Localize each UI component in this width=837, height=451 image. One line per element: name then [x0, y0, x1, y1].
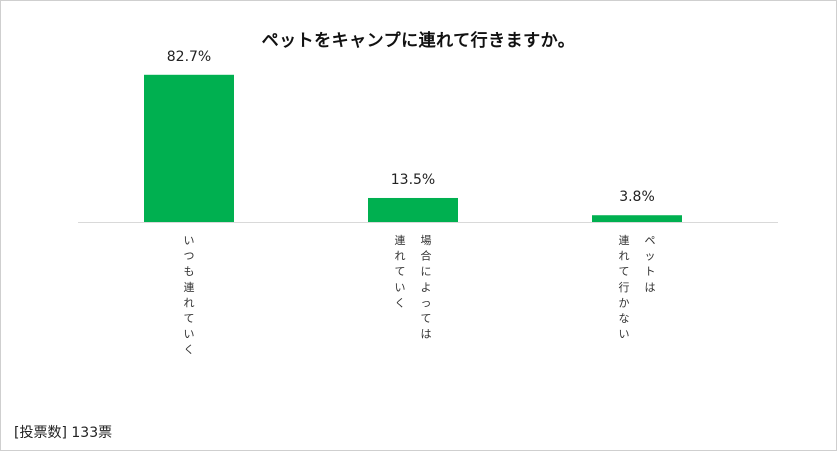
category-label-char: て — [395, 265, 406, 278]
category-label-char: ッ — [645, 250, 656, 263]
category-label-char: れ — [619, 250, 630, 263]
category-label-char: く — [184, 343, 195, 356]
category-label-char: く — [395, 296, 406, 309]
category-label-char: て — [619, 265, 630, 278]
category-label-char: 場 — [421, 234, 432, 247]
category-label-char: ペ — [645, 234, 656, 247]
vote-count-label: [投票数] — [14, 425, 67, 441]
category-label-char: ト — [645, 265, 656, 278]
category-label-char: は — [421, 328, 432, 341]
category-label-char: か — [619, 296, 630, 309]
category-label-char: れ — [184, 296, 195, 309]
category-label-char: い — [619, 328, 630, 341]
category-label-char: い — [184, 328, 195, 341]
category-label-char: 連 — [619, 233, 630, 247]
bar — [144, 74, 234, 222]
category-label-char: て — [421, 312, 432, 325]
bar — [592, 215, 682, 222]
category-label-char: い — [184, 234, 195, 247]
category-label-char: 行 — [619, 281, 630, 294]
category-label-char: い — [395, 281, 406, 294]
category-label-char: も — [184, 265, 195, 278]
category-label-char: 連 — [184, 280, 195, 294]
category-label-char: れ — [395, 250, 406, 263]
category-label-char: は — [645, 281, 656, 294]
category-label-char: よ — [421, 281, 432, 294]
bar — [368, 197, 458, 222]
category-label-char: 連 — [395, 233, 406, 247]
vote-count-value: 133票 — [71, 425, 113, 441]
category-label-char: な — [619, 312, 630, 325]
category-label-char: に — [421, 265, 432, 278]
vote-count: [投票数] 133票 — [14, 422, 112, 442]
data-label: 13.5% — [391, 172, 435, 188]
data-label: 3.8% — [619, 189, 655, 205]
chart-title: ペットをキャンプに連れて行きますか。 — [261, 31, 576, 51]
category-label-char: っ — [421, 296, 432, 309]
category-label-char: て — [184, 312, 195, 325]
category-label-char: つ — [184, 250, 195, 263]
category-label-char: 合 — [421, 249, 432, 263]
data-label: 82.7% — [167, 49, 211, 65]
